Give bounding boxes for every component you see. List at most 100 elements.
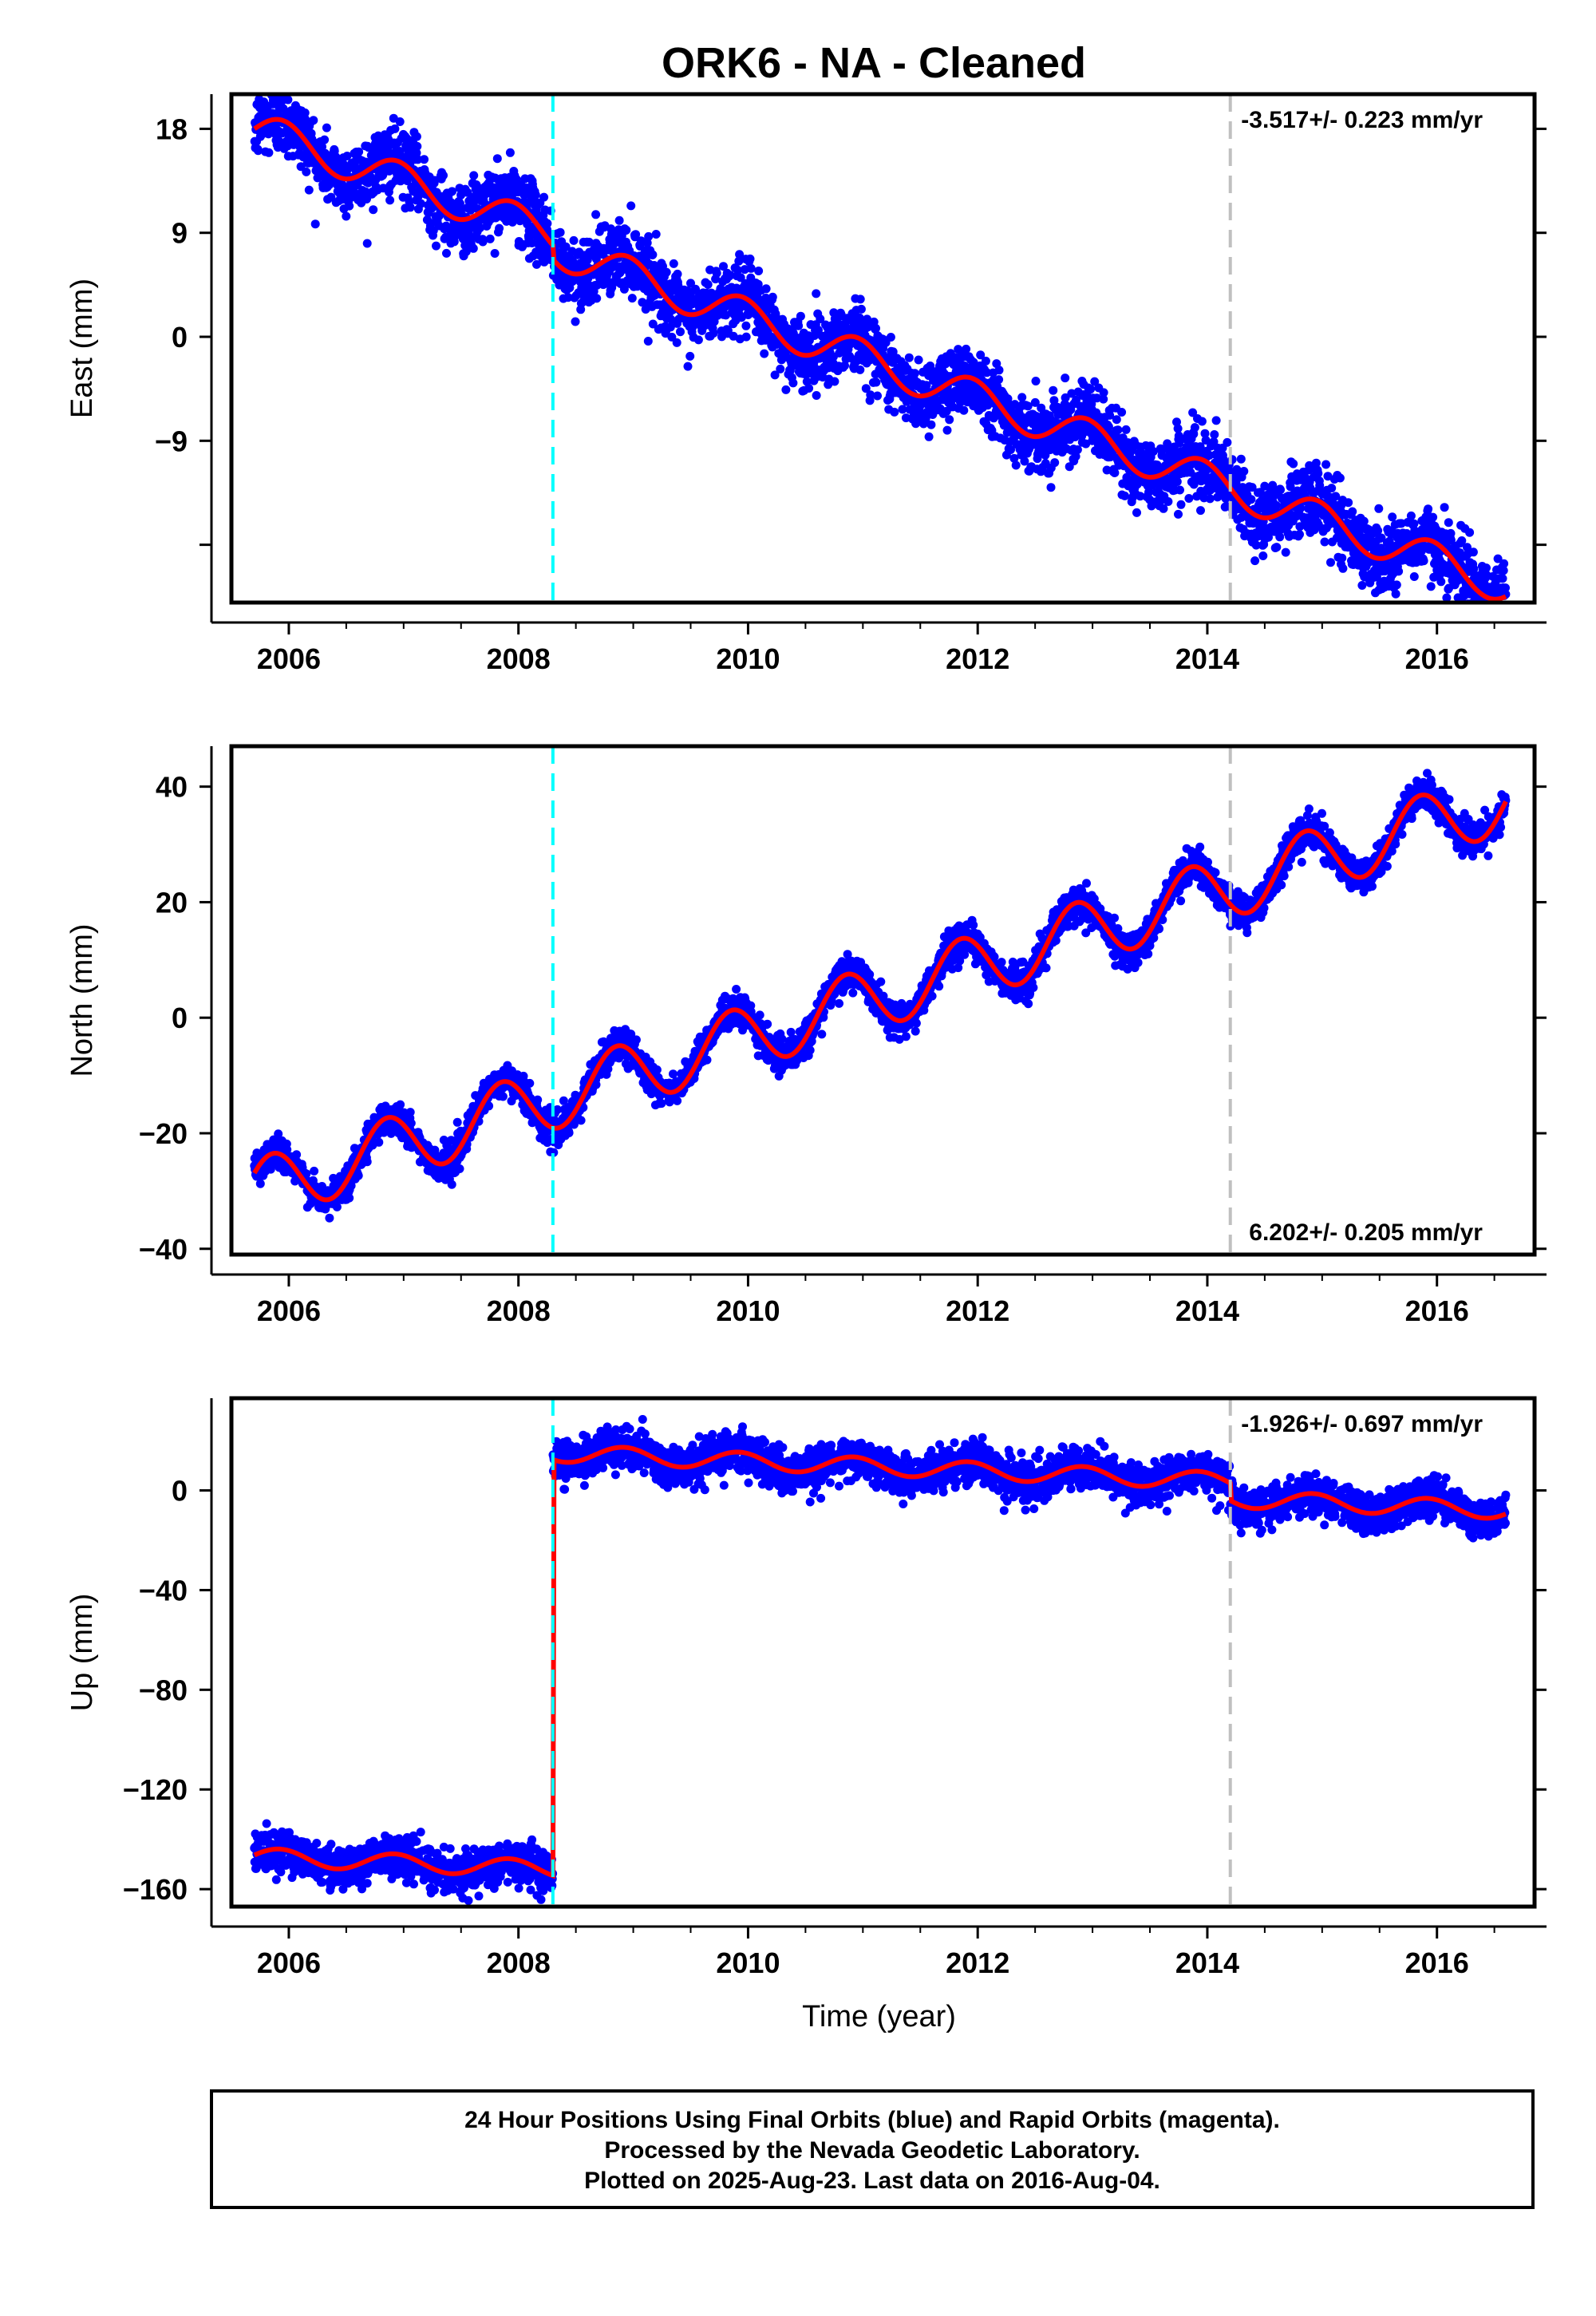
data-point — [788, 378, 798, 388]
data-point — [1276, 485, 1285, 495]
data-point — [1326, 558, 1335, 567]
data-point — [1314, 468, 1323, 478]
rate-annotation-east: -3.517+/- 0.223 mm/yr — [1241, 107, 1483, 133]
x-tick-label: 2016 — [1405, 642, 1469, 675]
data-point — [638, 298, 647, 307]
data-point — [703, 280, 713, 289]
data-point — [1223, 437, 1232, 447]
data-point — [1120, 491, 1129, 500]
data-point — [412, 148, 421, 158]
data-point — [796, 311, 805, 321]
data-point — [776, 364, 785, 373]
data-point — [1436, 577, 1446, 587]
y-tick-label: 0 — [172, 321, 188, 354]
data-point — [1483, 610, 1491, 619]
data-point — [405, 1108, 415, 1117]
data-point — [417, 199, 425, 208]
data-point — [525, 1078, 535, 1088]
data-point — [1480, 606, 1489, 615]
data-point — [255, 1179, 265, 1188]
data-point — [667, 332, 677, 342]
data-point — [1476, 604, 1484, 613]
data-point — [439, 171, 448, 180]
data-point — [1500, 643, 1509, 652]
data-point — [914, 355, 923, 365]
data-point — [945, 415, 954, 425]
data-point — [1321, 460, 1331, 469]
data-point — [1050, 458, 1060, 468]
x-tick-label: 2014 — [1175, 642, 1239, 675]
data-point — [768, 292, 777, 302]
data-point — [342, 152, 352, 160]
data-point — [1110, 468, 1120, 477]
data-point — [1493, 604, 1502, 613]
data-point — [1250, 556, 1260, 566]
data-point — [1465, 528, 1475, 537]
data-point — [1327, 484, 1337, 493]
data-point — [469, 171, 479, 180]
data-point — [1348, 507, 1357, 516]
data-point — [855, 294, 865, 304]
data-point — [926, 420, 936, 429]
data-point — [442, 248, 451, 258]
data-point — [571, 317, 580, 326]
data-point — [672, 338, 681, 347]
data-point — [1190, 423, 1199, 433]
data-point — [1491, 611, 1499, 620]
data-point — [405, 203, 415, 212]
data-point — [1196, 506, 1205, 516]
data-point — [390, 124, 400, 133]
data-point — [1424, 504, 1433, 514]
data-point — [1320, 537, 1329, 547]
data-point — [1478, 611, 1487, 620]
data-point — [1031, 377, 1041, 385]
data-point — [533, 1095, 543, 1105]
data-point — [666, 314, 676, 324]
data-point — [1486, 609, 1495, 618]
data-point — [1205, 494, 1215, 504]
data-point — [1289, 459, 1298, 468]
data-point — [1112, 415, 1121, 425]
data-point — [283, 95, 293, 105]
data-point — [830, 377, 839, 386]
data-point — [794, 321, 804, 330]
data-point — [1491, 605, 1500, 614]
data-point — [1113, 425, 1123, 435]
data-point — [1258, 551, 1268, 560]
data-point — [627, 294, 637, 303]
panel-north: 2006 2008 2010 2012 2014 201640200−20−40North… — [65, 744, 1547, 1327]
data-point — [592, 294, 602, 303]
data-point — [741, 321, 751, 330]
data-point — [1426, 582, 1436, 591]
data-point — [1011, 460, 1021, 470]
data-point — [555, 227, 565, 237]
data-point — [539, 192, 549, 202]
y-tick-label: −9 — [155, 425, 188, 457]
data-point — [1344, 498, 1353, 508]
data-point — [1496, 626, 1505, 635]
data-point — [709, 328, 718, 338]
data-point — [1295, 530, 1304, 539]
data-point — [452, 1117, 462, 1127]
data-point — [1197, 417, 1207, 426]
data-point — [648, 319, 658, 329]
data-point — [1210, 430, 1219, 439]
data-point — [683, 362, 693, 371]
data-point — [495, 223, 504, 233]
data-point — [754, 267, 764, 275]
data-point — [322, 123, 331, 132]
x-tick-label: 2012 — [946, 642, 1009, 675]
data-point — [332, 1202, 342, 1211]
data-point — [873, 391, 882, 401]
data-point — [1335, 473, 1345, 483]
data-point — [455, 1164, 464, 1173]
data-point — [614, 215, 624, 225]
data-point — [505, 148, 515, 157]
data-point — [563, 293, 573, 302]
data-point — [1475, 606, 1483, 615]
data-point — [1246, 495, 1256, 504]
data-point — [464, 229, 473, 239]
data-point — [1357, 581, 1367, 590]
